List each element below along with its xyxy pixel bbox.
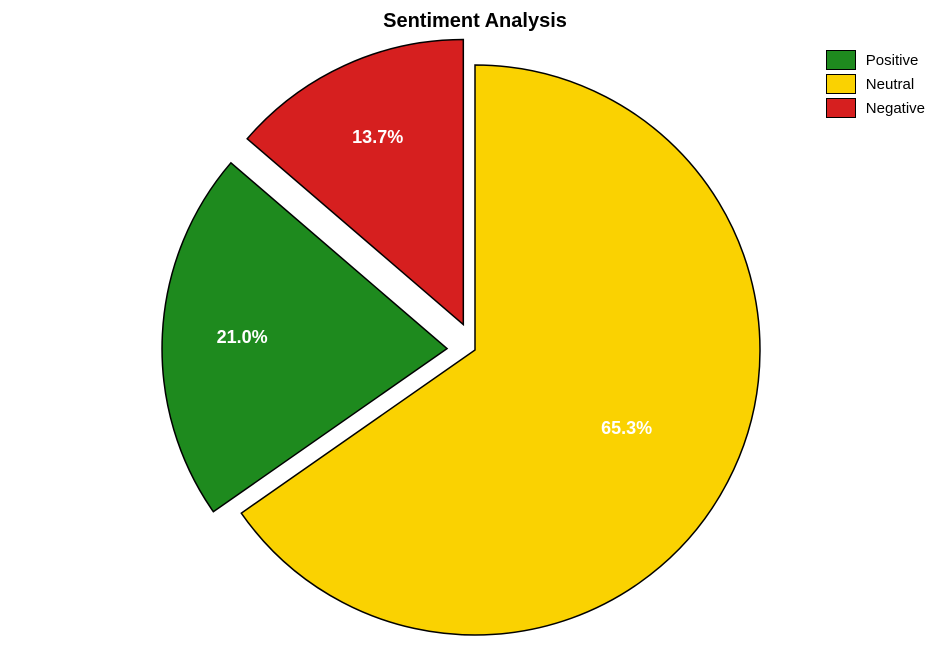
slice-label-neutral: 65.3% (601, 418, 652, 438)
pie-chart: 65.3% 21.0% 13.7% (0, 0, 950, 662)
slice-label-negative: 13.7% (352, 127, 403, 147)
slice-label-positive: 21.0% (217, 327, 268, 347)
